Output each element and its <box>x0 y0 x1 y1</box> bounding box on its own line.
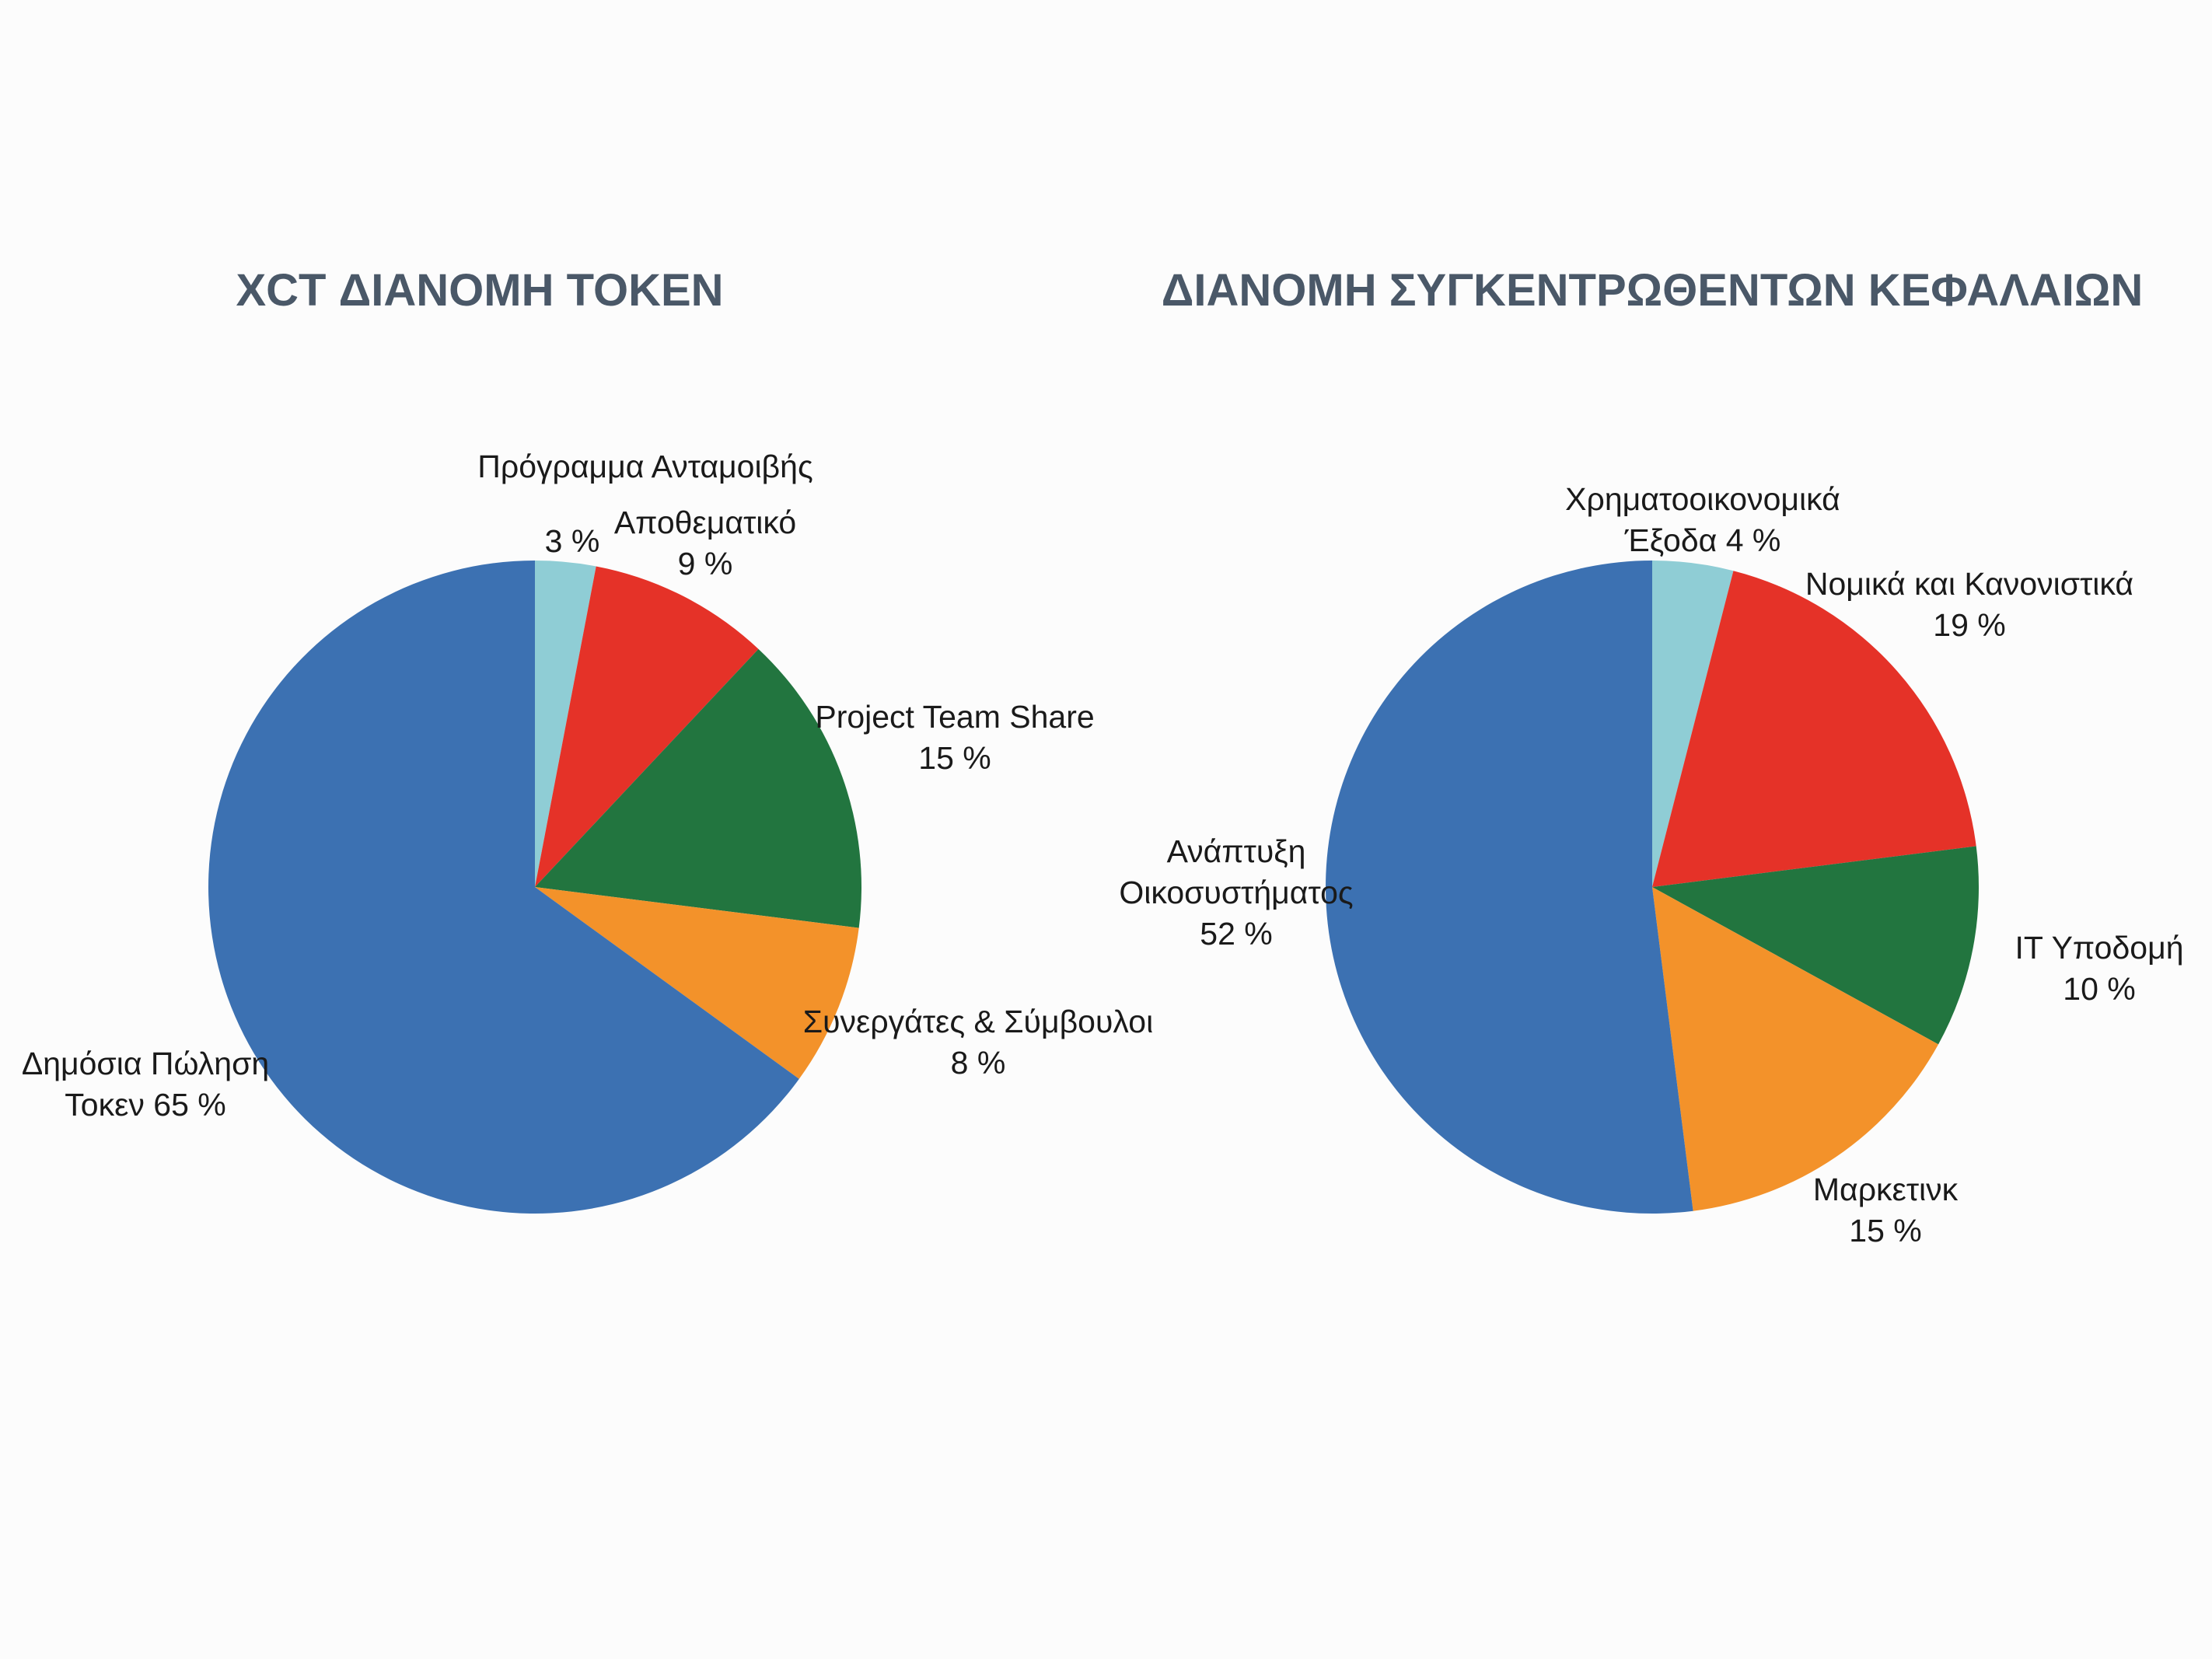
pie-slice-χρηματοοικονομικα <box>1652 561 1734 887</box>
pie-slice-προγραμμα-ανταμοιβης <box>535 561 596 887</box>
slice-label-χρηματοοικονομικα: Χρηματοοικονομικά Έξοδα 4 % <box>1565 481 1840 558</box>
slice-label-line: 19 % <box>1933 607 2005 643</box>
slice-label-line: Έξοδα 4 % <box>1624 522 1781 558</box>
slice-label-line: 10 % <box>2063 971 2135 1007</box>
funds-distribution-slices <box>1326 561 1980 1214</box>
token-distribution-labels: Πρόγραμμα Ανταμοιβής 3 % Αποθεματικό 9 % Pro… <box>22 449 1153 1123</box>
slice-label-line: Τοκεν 65 % <box>65 1087 225 1123</box>
slice-label-line: Οικοσυστήματος <box>1119 875 1353 910</box>
slice-label-it-υποδομη: IT Υποδομή 10 % <box>2015 930 2184 1007</box>
slice-label-line: Αποθεματικό <box>614 505 796 540</box>
token-distribution-slices <box>208 561 862 1214</box>
funds-distribution-title: ΔΙΑΝΟΜΗ ΣΥΓΚΕΝΤΡΩΘΕΝΤΩΝ ΚΕΦΑΛΑΙΩΝ <box>1162 265 2144 316</box>
slice-label-line: 8 % <box>951 1045 1006 1081</box>
slice-label-line: Δημόσια Πώληση <box>22 1046 269 1081</box>
pie-slice-δημοσια-πωληση <box>208 561 799 1214</box>
slice-label-νομικα-και-κανονιστικα: Νομικά και Κανονιστικά 19 % <box>1805 566 2133 643</box>
token-distribution-pie-chart: XCT ΔΙΑΝΟΜΗ ΤΟΚΕΝ Πρόγραμμα Ανταμοιβής 3 … <box>22 265 1153 1214</box>
slice-label-line: Νομικά και Κανονιστικά <box>1805 566 2133 602</box>
slice-label-project-team-share: Project Team Share 15 % <box>815 699 1094 776</box>
funds-distribution-labels: Χρηματοοικονομικά Έξοδα 4 % Νομικά και Καν… <box>1119 481 2183 1249</box>
pie-slice-μαρκετινκ <box>1652 887 1939 1211</box>
slice-label-line: Συνεργάτες & Σύμβουλοι <box>803 1004 1153 1039</box>
slice-label-line: Πρόγραμμα Ανταμοιβής <box>477 449 812 484</box>
slice-label-αποθεματικο: Αποθεματικό 9 % <box>614 505 796 582</box>
pie-slice-project-team-share <box>535 648 862 928</box>
slice-label-line: IT Υποδομή <box>2015 930 2184 966</box>
slice-label-προγραμμα-ανταμοιβης-0: Πρόγραμμα Ανταμοιβής <box>477 449 812 484</box>
slice-label-line: Ανάπτυξη <box>1167 833 1306 869</box>
token-distribution-title: XCT ΔΙΑΝΟΜΗ ΤΟΚΕΝ <box>236 265 723 316</box>
pie-slice-αποθεματικο <box>535 566 759 887</box>
slice-label-συνεργατες-συμβουλοι: Συνεργάτες & Σύμβουλοι 8 % <box>803 1004 1153 1081</box>
pie-slice-νομικα-και-κανονιστικα <box>1652 571 1976 887</box>
slice-label-line: 15 % <box>918 740 991 776</box>
slice-label-line: 52 % <box>1200 916 1272 952</box>
funds-distribution-pie-chart: ΔΙΑΝΟΜΗ ΣΥΓΚΕΝΤΡΩΘΕΝΤΩΝ ΚΕΦΑΛΑΙΩΝ Χρηματ… <box>1119 265 2183 1249</box>
pie-slice-συνεργατες-συμβουλοι <box>535 887 859 1079</box>
slice-label-line: Μαρκετινκ <box>1813 1172 1959 1207</box>
slice-label-line: Project Team Share <box>815 699 1094 735</box>
slice-label-line: Χρηματοοικονομικά <box>1565 481 1840 517</box>
pie-slice-it-υποδομη <box>1652 846 1980 1045</box>
slice-label-αναπτυξη: Ανάπτυξη Οικοσυστήματος 52 % <box>1119 833 1353 952</box>
slice-label-line: 9 % <box>678 546 733 582</box>
slice-label-μαρκετινκ: Μαρκετινκ 15 % <box>1813 1172 1959 1249</box>
slice-label-προγραμμα-ανταμοιβης-1: 3 % <box>545 523 600 559</box>
slice-label-line: 3 % <box>545 523 600 559</box>
slice-label-line: 15 % <box>1849 1213 1921 1249</box>
pie-slice-αναπτυξη <box>1326 561 1693 1214</box>
slice-label-δημοσια-πωληση: Δημόσια Πώληση Τοκεν 65 % <box>22 1046 269 1123</box>
